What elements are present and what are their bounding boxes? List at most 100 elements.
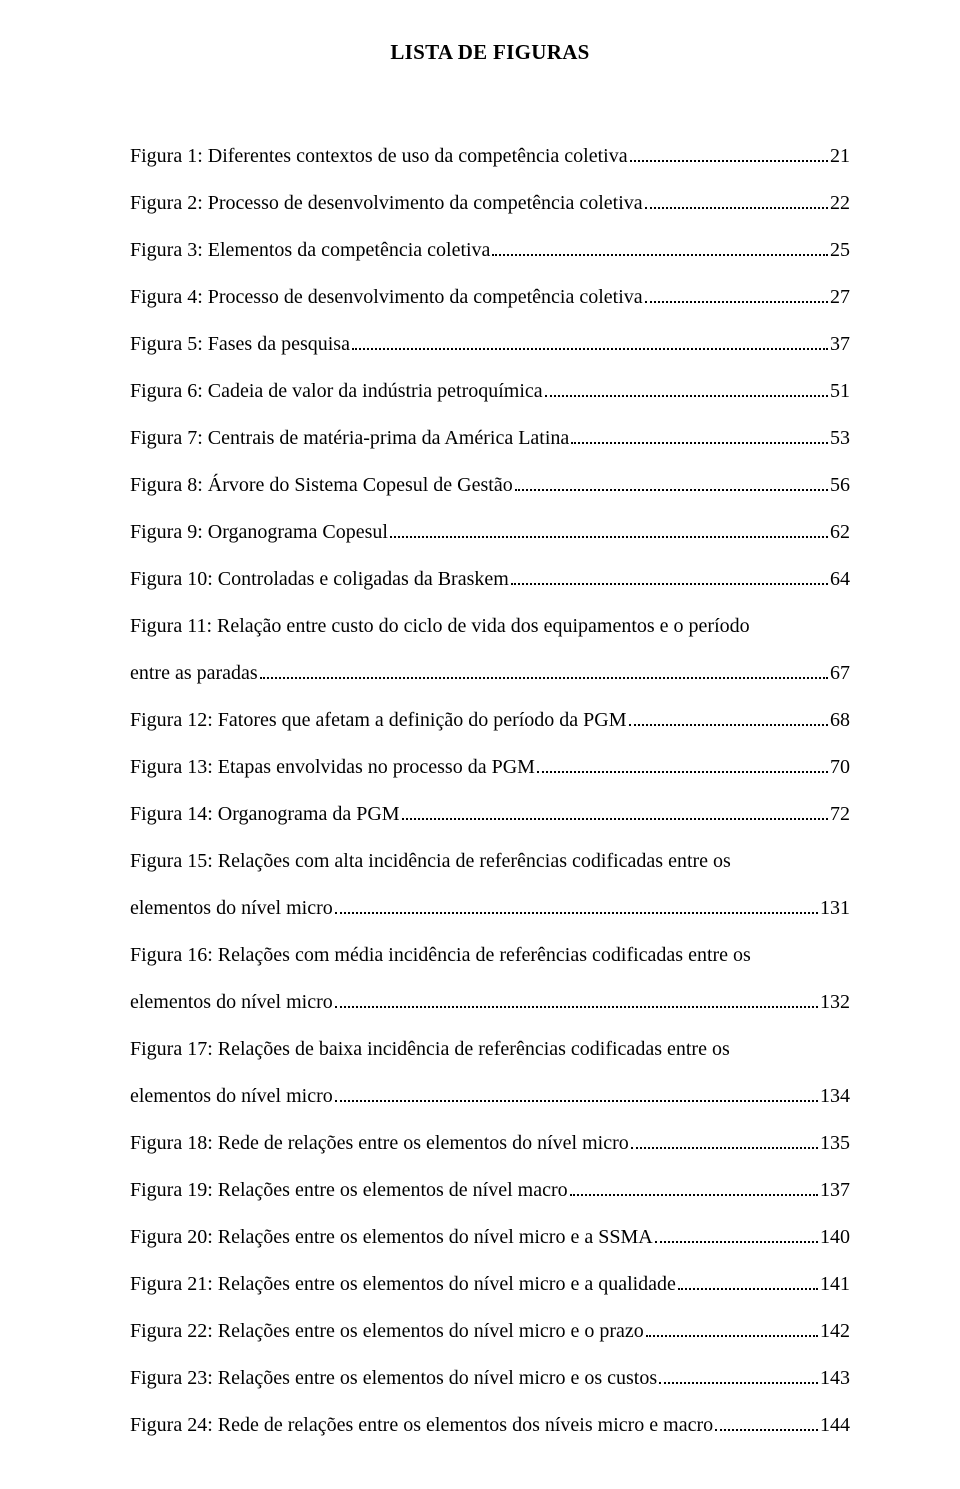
toc-entry-label: Figura 5: Fases da pesquisa <box>130 321 350 368</box>
toc-entry-line1: Figura 11: Relação entre custo do ciclo … <box>130 603 850 650</box>
toc-entry-label: Figura 9: Organograma Copesul <box>130 509 388 556</box>
toc-entry-label-cont: elementos do nível micro <box>130 979 333 1026</box>
toc-dots <box>335 1084 818 1102</box>
toc-entry: Figura 2: Processo de desenvolvimento da… <box>130 180 850 227</box>
toc-dots <box>645 191 828 209</box>
toc-entry-label: Figura 7: Centrais de matéria-prima da A… <box>130 415 569 462</box>
toc-entry-page: 27 <box>830 274 850 321</box>
toc-entry-label: Figura 20: Relações entre os elementos d… <box>130 1214 653 1261</box>
toc-dots <box>260 661 828 679</box>
toc-entry-line1: Figura 16: Relações com média incidência… <box>130 932 850 979</box>
toc-dots <box>390 520 828 538</box>
toc-list: Figura 1: Diferentes contextos de uso da… <box>130 133 850 1449</box>
toc-entry-label: Figura 21: Relações entre os elementos d… <box>130 1261 676 1308</box>
toc-entry-label: Figura 12: Fatores que afetam a definiçã… <box>130 697 627 744</box>
toc-dots <box>715 1413 818 1431</box>
toc-entry-label: Figura 18: Rede de relações entre os ele… <box>130 1120 629 1167</box>
toc-entry: Figura 8: Árvore do Sistema Copesul de G… <box>130 462 850 509</box>
toc-entry-label: Figura 19: Relações entre os elementos d… <box>130 1167 568 1214</box>
toc-entry-page: 68 <box>830 697 850 744</box>
toc-entry-page: 143 <box>820 1355 850 1402</box>
toc-dots <box>492 238 828 256</box>
toc-dots <box>335 990 818 1008</box>
toc-entry: Figura 14: Organograma da PGM 72 <box>130 791 850 838</box>
toc-entry-page: 62 <box>830 509 850 556</box>
toc-entry: entre as paradas 67 <box>130 650 850 697</box>
toc-entry-page: 140 <box>820 1214 850 1261</box>
toc-entry-page: 134 <box>820 1073 850 1120</box>
toc-entry-label: Figura 16: Relações com média incidência… <box>130 944 751 966</box>
toc-dots <box>571 426 828 444</box>
toc-dots <box>545 379 828 397</box>
toc-dots <box>631 1131 818 1149</box>
toc-entry: Figura 5: Fases da pesquisa 37 <box>130 321 850 368</box>
toc-entry: Figura 9: Organograma Copesul 62 <box>130 509 850 556</box>
toc-entry: Figura 3: Elementos da competência colet… <box>130 227 850 274</box>
toc-entry: Figura 13: Etapas envolvidas no processo… <box>130 744 850 791</box>
toc-dots <box>515 473 828 491</box>
toc-entry-label-cont: elementos do nível micro <box>130 885 333 932</box>
toc-entry-page: 25 <box>830 227 850 274</box>
toc-entry-label: Figura 22: Relações entre os elementos d… <box>130 1308 644 1355</box>
toc-entry: Figura 21: Relações entre os elementos d… <box>130 1261 850 1308</box>
toc-entry: Figura 6: Cadeia de valor da indústria p… <box>130 368 850 415</box>
toc-entry-label: Figura 2: Processo de desenvolvimento da… <box>130 180 643 227</box>
toc-entry-label: Figura 3: Elementos da competência colet… <box>130 227 490 274</box>
toc-entry: Figura 7: Centrais de matéria-prima da A… <box>130 415 850 462</box>
toc-dots <box>335 896 818 914</box>
toc-entry-label: Figura 17: Relações de baixa incidência … <box>130 1038 730 1060</box>
toc-entry: Figura 10: Controladas e coligadas da Br… <box>130 556 850 603</box>
toc-entry: Figura 12: Fatores que afetam a definiçã… <box>130 697 850 744</box>
toc-entry-page: 70 <box>830 744 850 791</box>
toc-entry-page: 56 <box>830 462 850 509</box>
toc-dots <box>511 567 828 585</box>
toc-entry-line1: Figura 17: Relações de baixa incidência … <box>130 1026 850 1073</box>
toc-entry-label: Figura 14: Organograma da PGM <box>130 791 400 838</box>
toc-entry-label: Figura 4: Processo de desenvolvimento da… <box>130 274 643 321</box>
toc-entry-page: 21 <box>830 133 850 180</box>
toc-entry-label: Figura 24: Rede de relações entre os ele… <box>130 1402 713 1449</box>
toc-entry: Figura 22: Relações entre os elementos d… <box>130 1308 850 1355</box>
toc-entry-page: 137 <box>820 1167 850 1214</box>
toc-entry-line1: Figura 15: Relações com alta incidência … <box>130 838 850 885</box>
toc-entry: Figura 4: Processo de desenvolvimento da… <box>130 274 850 321</box>
toc-entry: Figura 18: Rede de relações entre os ele… <box>130 1120 850 1167</box>
toc-dots <box>630 144 828 162</box>
toc-entry-page: 141 <box>820 1261 850 1308</box>
toc-entry-page: 144 <box>820 1402 850 1449</box>
toc-entry-page: 131 <box>820 885 850 932</box>
toc-entry-label: Figura 10: Controladas e coligadas da Br… <box>130 556 509 603</box>
toc-entry-page: 67 <box>830 650 850 697</box>
page: LISTA DE FIGURAS Figura 1: Diferentes co… <box>0 0 960 1489</box>
toc-entry-label: Figura 1: Diferentes contextos de uso da… <box>130 133 628 180</box>
toc-dots <box>352 332 828 350</box>
toc-dots <box>678 1272 818 1290</box>
toc-entry-label: Figura 13: Etapas envolvidas no processo… <box>130 744 535 791</box>
toc-entry-page: 135 <box>820 1120 850 1167</box>
toc-dots <box>629 708 828 726</box>
toc-entry-page: 53 <box>830 415 850 462</box>
toc-dots <box>570 1178 818 1196</box>
toc-entry-label-cont: elementos do nível micro <box>130 1073 333 1120</box>
toc-entry-label: Figura 15: Relações com alta incidência … <box>130 850 731 872</box>
toc-dots <box>645 285 828 303</box>
toc-entry-page: 132 <box>820 979 850 1026</box>
toc-dots <box>537 755 828 773</box>
toc-entry: Figura 23: Relações entre os elementos d… <box>130 1355 850 1402</box>
list-of-figures-title: LISTA DE FIGURAS <box>130 28 850 77</box>
toc-entry-page: 37 <box>830 321 850 368</box>
toc-entry: Figura 20: Relações entre os elementos d… <box>130 1214 850 1261</box>
toc-entry: elementos do nível micro 132 <box>130 979 850 1026</box>
toc-entry-page: 64 <box>830 556 850 603</box>
toc-entry: elementos do nível micro 134 <box>130 1073 850 1120</box>
toc-entry-page: 72 <box>830 791 850 838</box>
toc-dots <box>659 1366 818 1384</box>
toc-entry-label-cont: entre as paradas <box>130 650 258 697</box>
toc-entry-page: 22 <box>830 180 850 227</box>
toc-entry: Figura 19: Relações entre os elementos d… <box>130 1167 850 1214</box>
toc-dots <box>646 1319 818 1337</box>
toc-entry: Figura 1: Diferentes contextos de uso da… <box>130 133 850 180</box>
toc-entry: elementos do nível micro 131 <box>130 885 850 932</box>
toc-entry-label: Figura 6: Cadeia de valor da indústria p… <box>130 368 543 415</box>
toc-entry-page: 51 <box>830 368 850 415</box>
